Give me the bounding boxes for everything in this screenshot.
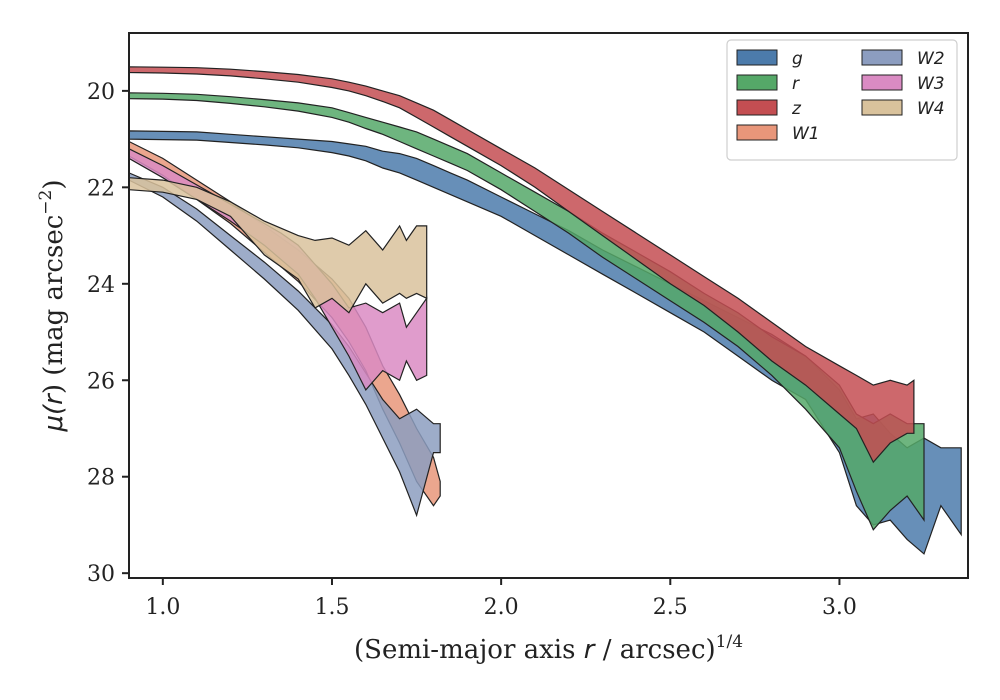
- legend-label-g: g: [792, 49, 803, 69]
- y-tick-label: 20: [87, 80, 115, 105]
- y-tick-label: 26: [87, 369, 115, 394]
- legend-label-w4: W4: [917, 99, 945, 119]
- y-tick-label: 30: [87, 562, 115, 587]
- legend-label-w3: W3: [917, 74, 945, 94]
- x-tick-label: 1.0: [145, 595, 180, 620]
- x-tick-label: 2.0: [484, 595, 519, 620]
- series-band-w2: [129, 172, 441, 518]
- legend-swatch-r: [736, 74, 778, 91]
- y-tick-label: 28: [87, 466, 115, 491]
- legend-label-w1: W1: [792, 124, 820, 144]
- legend-box: [726, 39, 958, 161]
- legend-swatch-w1: [736, 124, 778, 141]
- plot-frame: [128, 32, 969, 579]
- legend-swatch-w3: [861, 74, 903, 91]
- legend-label-w2: W2: [917, 49, 945, 69]
- x-axis-label: (Semi-major axis r / arcsec)1/4: [354, 632, 743, 665]
- x-tick-label: 3.0: [822, 595, 857, 620]
- series-areas: [129, 66, 962, 555]
- y-tick-label: 24: [87, 273, 115, 298]
- legend-swatch-w4: [861, 99, 903, 116]
- legend-swatch-g: [736, 49, 778, 66]
- series-band-z: [129, 66, 915, 464]
- legend-label-r: r: [792, 74, 800, 94]
- legend-swatch-z: [736, 99, 778, 116]
- x-axis-ticks: 1.0 1.5 2.0 2.5 3.0: [145, 578, 857, 620]
- y-axis-label: μ(r) (mag arcsec−2): [36, 179, 69, 432]
- series-band-r: [129, 92, 925, 531]
- x-tick-label: 1.5: [314, 595, 349, 620]
- legend-swatch-w2: [861, 49, 903, 66]
- legend-label-z: z: [791, 99, 802, 119]
- series-band-w4: [129, 177, 428, 314]
- y-tick-label: 22: [87, 176, 115, 201]
- x-tick-label: 2.5: [653, 595, 688, 620]
- y-axis-ticks: 20 22 24 26 28 30: [87, 80, 129, 587]
- legend: grz W1 W2 W3 W4: [726, 39, 958, 161]
